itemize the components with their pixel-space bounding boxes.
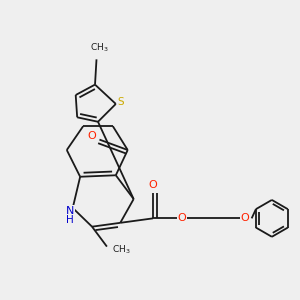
- Text: N: N: [66, 206, 74, 216]
- Text: O: O: [241, 213, 250, 224]
- Text: O: O: [177, 213, 186, 224]
- Text: H: H: [67, 215, 74, 225]
- Text: CH$_3$: CH$_3$: [90, 41, 108, 54]
- Text: CH$_3$: CH$_3$: [112, 243, 131, 256]
- Text: O: O: [148, 180, 157, 190]
- Text: S: S: [118, 98, 124, 107]
- Text: O: O: [88, 131, 96, 141]
